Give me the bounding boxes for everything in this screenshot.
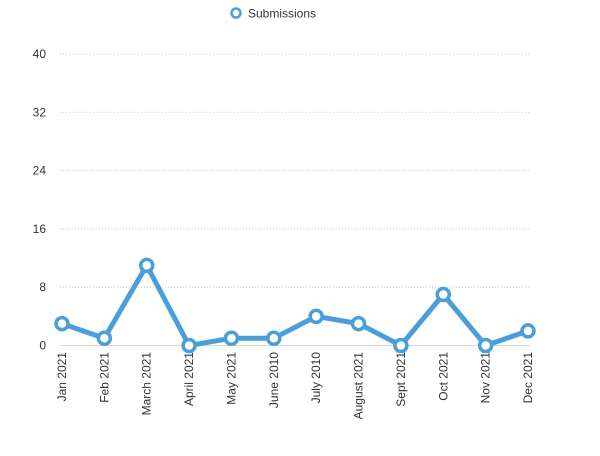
x-tick-label: March 2021 [140,352,154,416]
x-tick-label: Nov 2021 [479,352,493,404]
x-tick-label: May 2021 [224,352,238,405]
x-tick-label: Feb 2021 [97,352,111,403]
legend-marker-submissions [230,7,242,19]
series-submissions [59,262,531,348]
y-tick-label-16: 16 [33,222,47,236]
gridlines [60,53,530,346]
data-point[interactable] [435,286,452,303]
data-point[interactable] [350,315,367,332]
data-point[interactable] [138,257,155,274]
y-tick-label-40: 40 [33,47,47,61]
x-tick-label: Dec 2021 [521,352,535,404]
data-point[interactable] [223,330,240,346]
y-tick-label-24: 24 [33,164,47,178]
y-tick-label-8: 8 [39,280,46,294]
data-point[interactable] [54,315,70,332]
x-tick-label: Sept 2021 [394,352,408,407]
data-point[interactable] [308,308,324,325]
data-point[interactable] [520,323,536,339]
legend[interactable]: Submissions [230,7,317,21]
x-tick-label: June 2010 [267,352,281,408]
x-tick-label: August 2021 [352,352,366,420]
y-axis-tick-labels: 0 8 16 24 32 40 [33,47,47,353]
x-tick-label: Jan 2021 [55,352,69,402]
series-line-submissions [59,262,531,348]
data-point[interactable] [477,337,494,354]
data-points [54,257,536,354]
x-tick-label: July 2010 [309,352,323,404]
data-point[interactable] [181,337,197,354]
legend-label-submissions: Submissions [248,7,316,21]
data-point[interactable] [96,330,113,346]
y-tick-label-32: 32 [33,105,47,119]
x-tick-label: April 2021 [182,352,196,406]
data-point[interactable] [266,330,282,346]
x-axis-tick-labels: Jan 2021 Feb 2021 March 2021 April 2021 May … [55,352,535,420]
y-tick-label-0: 0 [39,339,46,353]
data-point[interactable] [393,337,409,354]
x-tick-label: Oct 2021 [436,352,450,401]
